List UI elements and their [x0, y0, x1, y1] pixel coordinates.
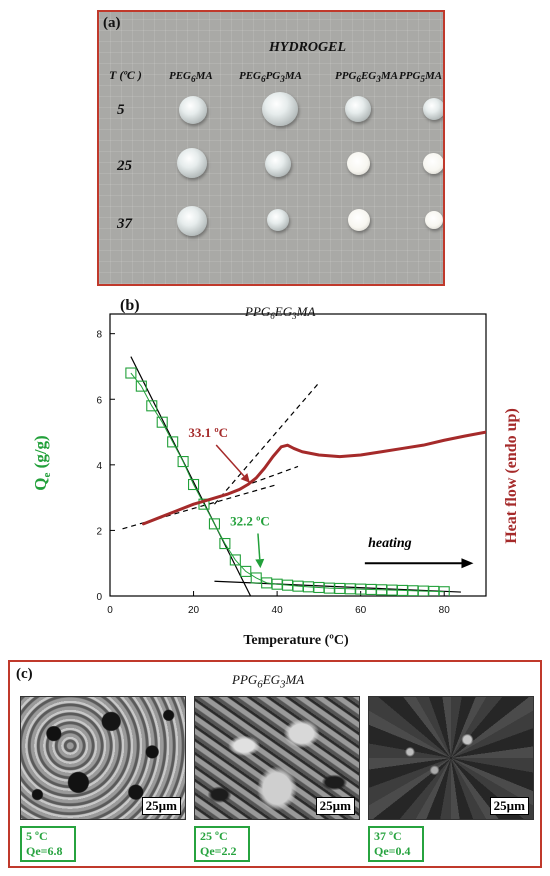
row-label-37: 37	[117, 216, 132, 232]
condition-label: 37 ºC Qe=0.4	[368, 826, 424, 862]
hydrogel-sample	[348, 209, 370, 231]
scale-bar: 25µm	[315, 797, 355, 815]
y-axis-label-right: Heat flow (endo up)	[503, 408, 520, 544]
sem-image-5c: 25µm	[20, 696, 186, 820]
swelling-data-point	[146, 400, 158, 412]
x-tick-label: 20	[188, 605, 200, 616]
swelling-dsc-chart: 0 20 40 60 80 0 2 4 6 8 33.1 ºC 32.2 ºC heating (b…	[31, 297, 520, 648]
transition-arrow-line	[215, 444, 245, 477]
hydrogel-sample	[179, 96, 207, 124]
swelling-data-point	[177, 456, 189, 468]
y-tick-label: 6	[96, 395, 102, 406]
condition-temp: 25 ºC	[200, 829, 228, 843]
swelling-data-point	[135, 380, 147, 392]
y-tick-label: 0	[96, 592, 102, 603]
y-tick-label: 4	[96, 461, 102, 472]
hydrogel-sample	[423, 153, 443, 174]
y-axis-ticks: 0 2 4 6 8	[96, 330, 115, 603]
hydrogel-sample	[262, 92, 298, 126]
series-layer	[125, 367, 486, 596]
panel-a-photo: (a) HYDROGEL T (ºC ) PEG6MA PEG6PG3MA PP…	[97, 10, 445, 286]
sem-image-37c: 25µm	[368, 696, 534, 820]
column-header-ppg6eg3ma: PPG6EG3MA	[335, 70, 398, 85]
heating-arrow-head	[461, 558, 474, 569]
column-header-ppg5ma: PPG5MA	[399, 70, 443, 85]
hydrogel-sample	[345, 96, 371, 122]
hydrogel-sample	[177, 206, 207, 236]
x-tick-label: 40	[272, 605, 284, 616]
plot-border	[109, 313, 487, 597]
y-axis-label-left: Qe (g/g)	[31, 435, 53, 490]
condition-qe: Qe=2.2	[200, 844, 237, 858]
scale-bar: 25µm	[489, 797, 529, 815]
swelling-data-point	[188, 478, 200, 491]
condition-qe: Qe=6.8	[26, 844, 63, 858]
column-header-peg6ma: PEG6MA	[169, 70, 213, 85]
x-tick-label: 80	[439, 605, 451, 616]
swelling-series-line	[130, 372, 445, 593]
panel-a-label: (a)	[103, 15, 121, 31]
condition-temp: 5 ºC	[26, 829, 48, 843]
hydrogel-sample	[423, 98, 443, 120]
x-axis-ticks: 0 20 40 60 80	[107, 591, 450, 616]
panel-b-chart: 0 20 40 60 80 0 2 4 6 8 33.1 ºC 32.2 ºC heating (b…	[0, 286, 550, 652]
dashed-tangent-line	[213, 382, 320, 505]
hydrogel-sample	[347, 152, 370, 175]
panel-b-label: (b)	[120, 297, 140, 314]
scale-bar: 25µm	[141, 797, 181, 815]
x-tick-label: 60	[355, 605, 367, 616]
transition-arrow-line	[257, 533, 261, 560]
fit-line	[130, 356, 252, 596]
transition-temp-label: 32.2 ºC	[230, 514, 270, 529]
swelling-data-point	[156, 416, 168, 428]
fit-lines	[122, 356, 461, 596]
heating-label: heating	[368, 536, 412, 551]
swelling-data-point	[208, 518, 220, 530]
swelling-data-point	[219, 537, 231, 550]
row-label-25: 25	[117, 158, 132, 174]
swelling-data-point	[240, 565, 252, 577]
hydrogel-sample	[425, 211, 443, 229]
condition-qe: Qe=0.4	[374, 844, 411, 858]
hydrogel-sample	[265, 151, 291, 177]
sem-image-25c: 25µm	[194, 696, 360, 820]
swelling-data-point	[198, 498, 210, 510]
x-tick-label: 0	[107, 605, 113, 616]
panel-a-title: HYDROGEL	[269, 40, 346, 55]
hydrogel-sample	[267, 209, 289, 231]
transition-arrow-head	[255, 558, 265, 569]
panel-c-sem: (c) PPG6EG3MA 25µm 25µm 25µm 5 ºC Qe=6.8…	[8, 660, 542, 868]
condition-label: 25 ºC Qe=2.2	[194, 826, 250, 862]
condition-temp: 37 ºC	[374, 829, 402, 843]
row-label-5: 5	[117, 102, 125, 118]
dashed-tangent-line	[243, 465, 299, 487]
swelling-data-point	[167, 436, 179, 448]
condition-label: 5 ºC Qe=6.8	[20, 826, 76, 862]
swelling-data-point	[438, 586, 450, 596]
graph-paper-background	[99, 12, 443, 284]
heat-flow-line	[141, 430, 486, 526]
panel-c-title: PPG6EG3MA	[232, 672, 305, 691]
y-tick-label: 8	[96, 330, 102, 341]
hydrogel-sample	[177, 148, 207, 178]
transition-arrow-head	[240, 473, 250, 483]
swelling-data-point	[125, 367, 137, 379]
plot-frame	[109, 313, 487, 597]
chart-title: PPG6EG3MA	[244, 304, 315, 321]
swelling-data-point	[229, 554, 241, 566]
panel-c-label: (c)	[16, 666, 33, 682]
annotations: 33.1 ºC 32.2 ºC heating	[188, 425, 474, 569]
temperature-header: T (ºC )	[109, 68, 142, 82]
column-header-peg6pg3ma: PEG6PG3MA	[239, 70, 302, 85]
y-tick-label: 2	[96, 526, 102, 537]
x-axis-label: Temperature (ºC)	[243, 633, 349, 648]
transition-temp-label: 33.1 ºC	[188, 425, 228, 440]
